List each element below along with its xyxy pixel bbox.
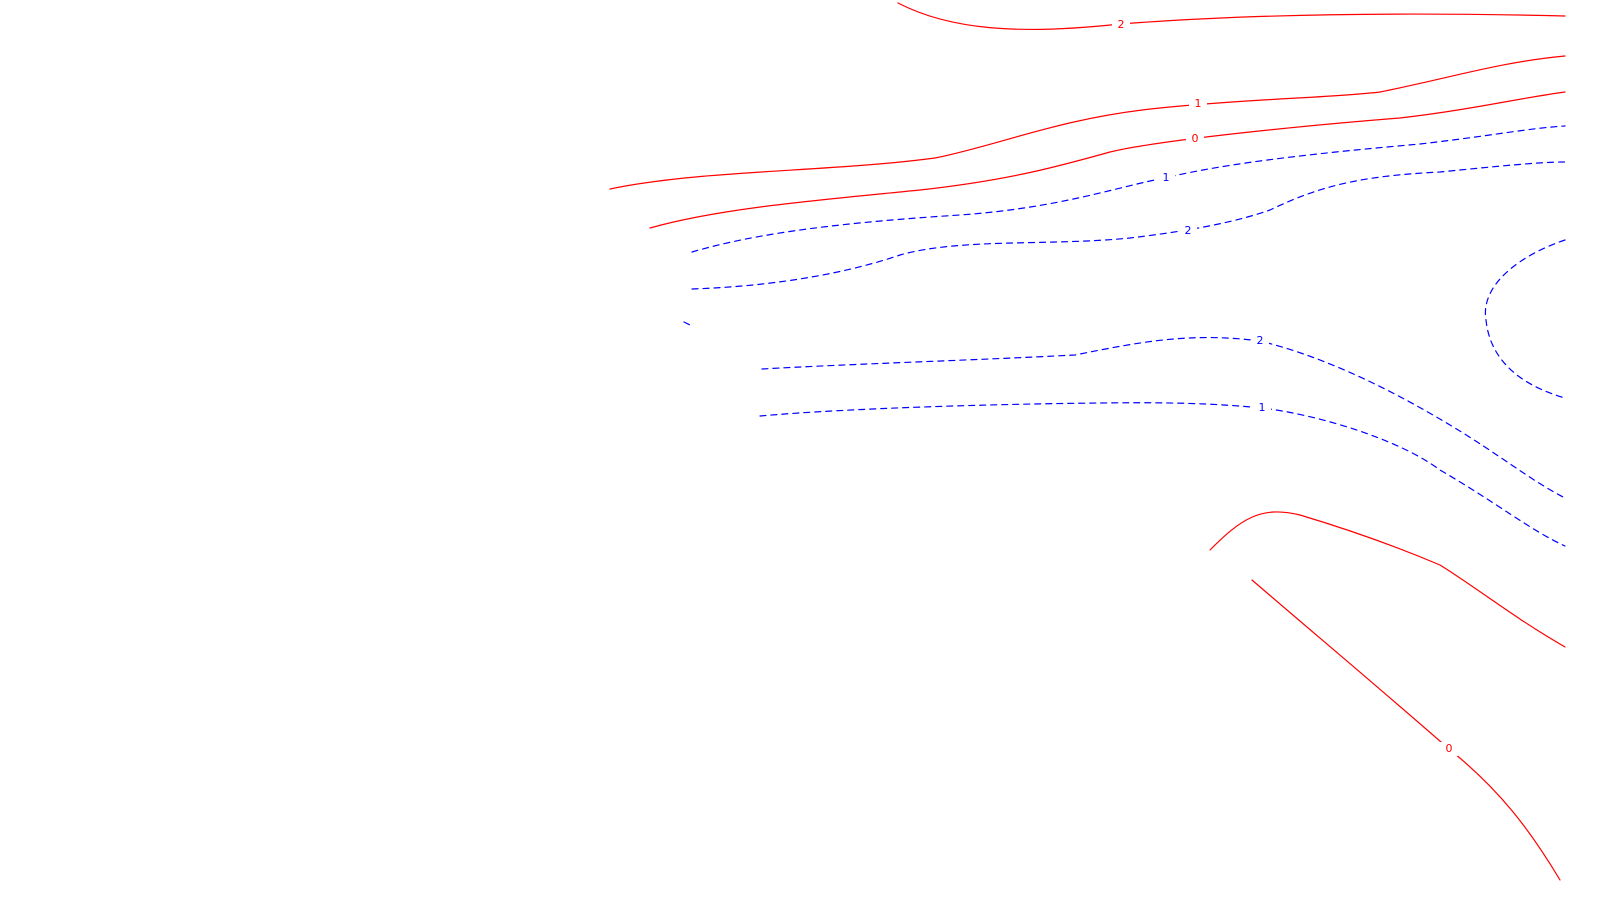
- contour-line-level-neg2-4: [691, 161, 1566, 290]
- contour-label-4: 2: [1185, 224, 1192, 237]
- contour-label-6: 2: [1257, 334, 1264, 347]
- contour-line-level-0-2: [649, 91, 1566, 229]
- contour-line-level-neg2-6: [761, 336, 1566, 499]
- contour-line-level-1-1: [609, 55, 1566, 190]
- contour-line-level-neg1-3: [691, 125, 1566, 253]
- contour-line-level-neg1-7: [759, 402, 1566, 547]
- contour-line-level-neg3-10: [1484, 239, 1566, 399]
- contour-label-2: 0: [1192, 132, 1199, 145]
- contour-label-9: 0: [1446, 742, 1453, 755]
- contour-line-level-2-0: [897, 2, 1566, 31]
- contour-line-level-0-8: [1209, 511, 1566, 648]
- contour-label-3: 1: [1163, 171, 1170, 184]
- contour-label-7: 1: [1259, 401, 1266, 414]
- contour-label-1: 1: [1195, 97, 1202, 110]
- contour-line-level-neg3-5: [683, 321, 691, 326]
- contour-label-0: 2: [1118, 18, 1125, 31]
- contour-line-level-0-9: [1251, 579, 1561, 881]
